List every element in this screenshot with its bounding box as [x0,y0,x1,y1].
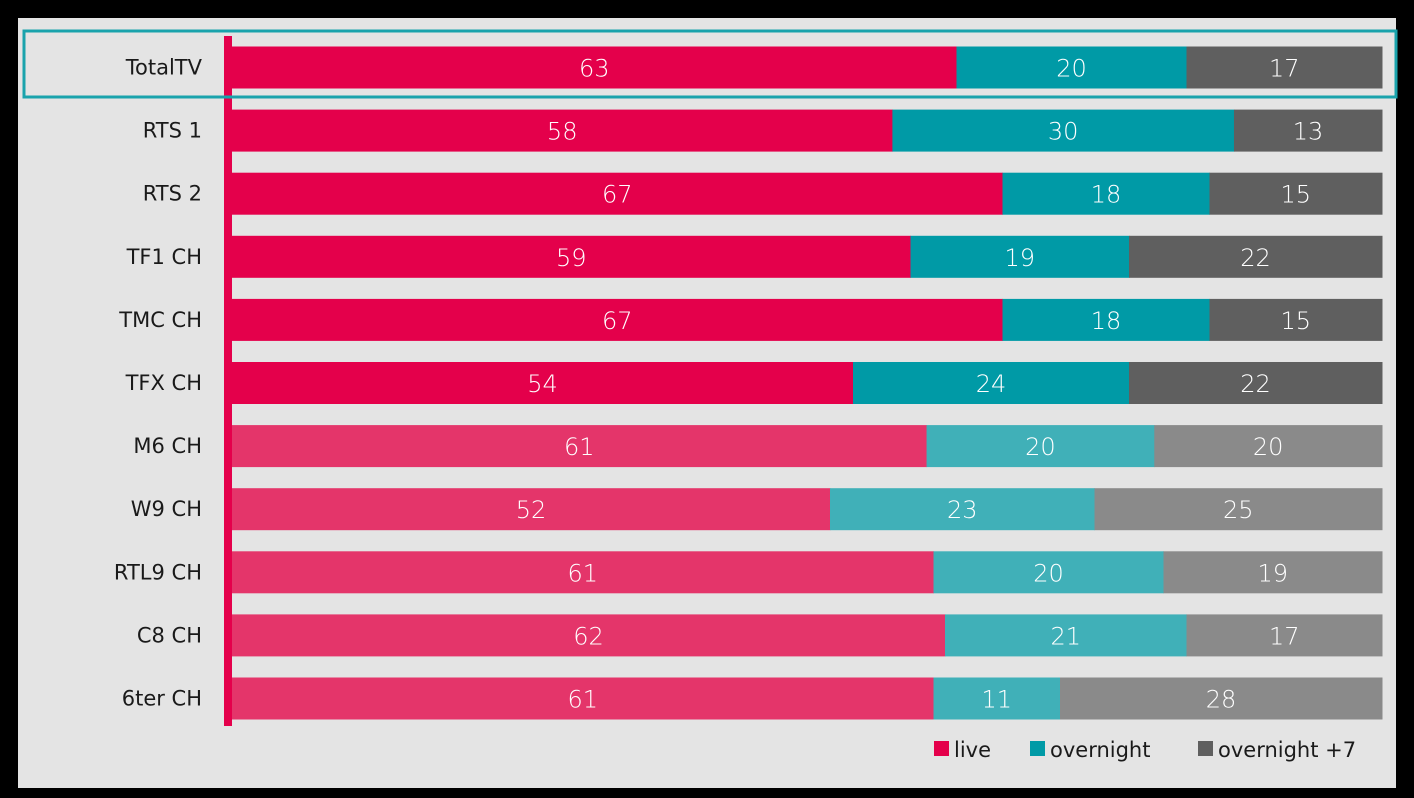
legend-swatch-overnight-7 [1198,741,1213,756]
data-label-overnight-7-tmc-ch: 15 [1280,307,1311,335]
bar-live-w9-ch [232,488,831,531]
category-label-tf1-ch: TF1 CH [126,245,202,269]
data-label-overnight-7-w9-ch: 25 [1223,496,1254,524]
data-label-live-rts-2: 67 [602,181,633,209]
category-label-w9-ch: W9 CH [131,497,202,521]
legend: live overnight overnight +7 [934,738,1356,762]
bar-overnight-tfx-ch [853,362,1130,404]
data-label-live-m6-ch: 61 [564,433,595,461]
highlight-box-totaltv [22,29,1398,99]
data-label-overnight-7-totaltv: 17 [1269,55,1300,83]
bar-overnight-tmc-ch [1002,298,1210,341]
data-label-overnight-totaltv: 20 [1056,55,1087,83]
data-label-live-c8-ch: 62 [573,622,604,650]
data-label-overnight-m6-ch: 20 [1025,433,1056,461]
data-label-overnight-w9-ch: 23 [947,496,978,524]
category-label-totaltv: TotalTV [125,56,203,80]
bar-live-tmc-ch [232,298,1003,341]
data-label-overnight-7-rtl9-ch: 19 [1257,559,1288,587]
data-label-live-tmc-ch: 67 [602,307,633,335]
bar-overnight-7-w9-ch [1094,488,1383,531]
bar-live-rts-1 [232,109,893,152]
legend-swatch-live [934,741,949,756]
bar-overnight-7-tmc-ch [1209,298,1383,341]
bar-overnight-rts-2 [1002,172,1210,215]
category-label-tfx-ch: TFX CH [125,371,202,395]
bar-overnight-7-m6-ch [1154,425,1383,468]
legend-label-overnight-7: overnight +7 [1218,738,1356,762]
data-label-overnight-7-m6-ch: 20 [1253,433,1284,461]
category-axis-line [224,36,232,726]
data-label-live-rts-1: 58 [547,118,578,146]
bar-live-m6-ch [232,425,928,468]
data-label-overnight-7-tf1-ch: 22 [1240,244,1271,272]
data-label-overnight-6ter-ch: 11 [981,686,1012,714]
bar-live-c8-ch [232,614,946,657]
bar-overnight-totaltv [956,46,1187,89]
bar-live-rts-2 [232,172,1003,215]
data-label-overnight-c8-ch: 21 [1050,622,1081,650]
bar-live-rtl9-ch [232,551,934,594]
bar-overnight-w9-ch [830,488,1095,531]
category-label-m6-ch: M6 CH [133,434,202,458]
data-label-overnight-7-c8-ch: 17 [1269,622,1300,650]
data-label-overnight-rtl9-ch: 20 [1033,559,1064,587]
bar-overnight-tf1-ch [910,235,1130,278]
bar-overnight-7-rtl9-ch [1163,551,1383,594]
bar-overnight-m6-ch [926,425,1155,468]
category-label-6ter-ch: 6ter CH [122,687,202,711]
bar-live-tf1-ch [232,235,911,278]
bar-overnight-7-6ter-ch [1060,677,1383,720]
bar-live-totaltv [232,46,957,89]
bar-overnight-rts-1 [892,109,1235,152]
bar-overnight-6ter-ch [933,677,1061,720]
data-label-overnight-7-6ter-ch: 28 [1206,686,1237,714]
category-labels: TotalTV RTS 1 RTS 2 TF1 CH TMC CH TFX CH M6 CH… [114,56,203,711]
legend-swatch-overnight [1030,741,1045,756]
data-label-live-6ter-ch: 61 [567,686,598,714]
legend-label-overnight: overnight [1050,738,1150,762]
data-label-live-rtl9-ch: 61 [567,559,598,587]
category-label-rts-2: RTS 2 [143,182,202,206]
data-label-overnight-tfx-ch: 24 [976,370,1007,398]
bar-overnight-7-c8-ch [1186,614,1383,657]
data-label-overnight-rts-2: 18 [1091,181,1122,209]
category-label-rtl9-ch: RTL9 CH [114,560,202,584]
data-label-live-tfx-ch: 54 [527,370,558,398]
bar-overnight-7-rts-1 [1233,109,1383,152]
category-label-tmc-ch: TMC CH [118,308,202,332]
bar-live-6ter-ch [232,677,934,720]
bar-overnight-7-rts-2 [1209,172,1383,215]
data-label-overnight-7-rts-2: 15 [1280,181,1311,209]
data-label-live-tf1-ch: 59 [556,244,587,272]
bar-overnight-7-tf1-ch [1129,235,1383,278]
data-label-overnight-tmc-ch: 18 [1091,307,1122,335]
data-label-live-w9-ch: 52 [516,496,547,524]
bar-overnight-7-totaltv [1186,46,1383,89]
data-label-overnight-7-tfx-ch: 22 [1240,370,1271,398]
bars-layer: 63 20 17 58 30 13 67 18 15 59 19 22 67 18 15 54 24 22 61 20… [232,46,1383,720]
bar-overnight-rtl9-ch [933,551,1164,594]
legend-label-live: live [954,738,991,762]
category-label-c8-ch: C8 CH [137,623,202,647]
bar-overnight-c8-ch [945,614,1187,657]
data-label-overnight-7-rts-1: 13 [1293,118,1324,146]
bar-overnight-7-tfx-ch [1129,362,1383,404]
data-label-live-totaltv: 63 [579,55,610,83]
data-label-overnight-tf1-ch: 19 [1004,244,1035,272]
bar-live-tfx-ch [232,362,854,404]
data-label-overnight-rts-1: 30 [1048,118,1079,146]
category-label-rts-1: RTS 1 [143,119,202,143]
